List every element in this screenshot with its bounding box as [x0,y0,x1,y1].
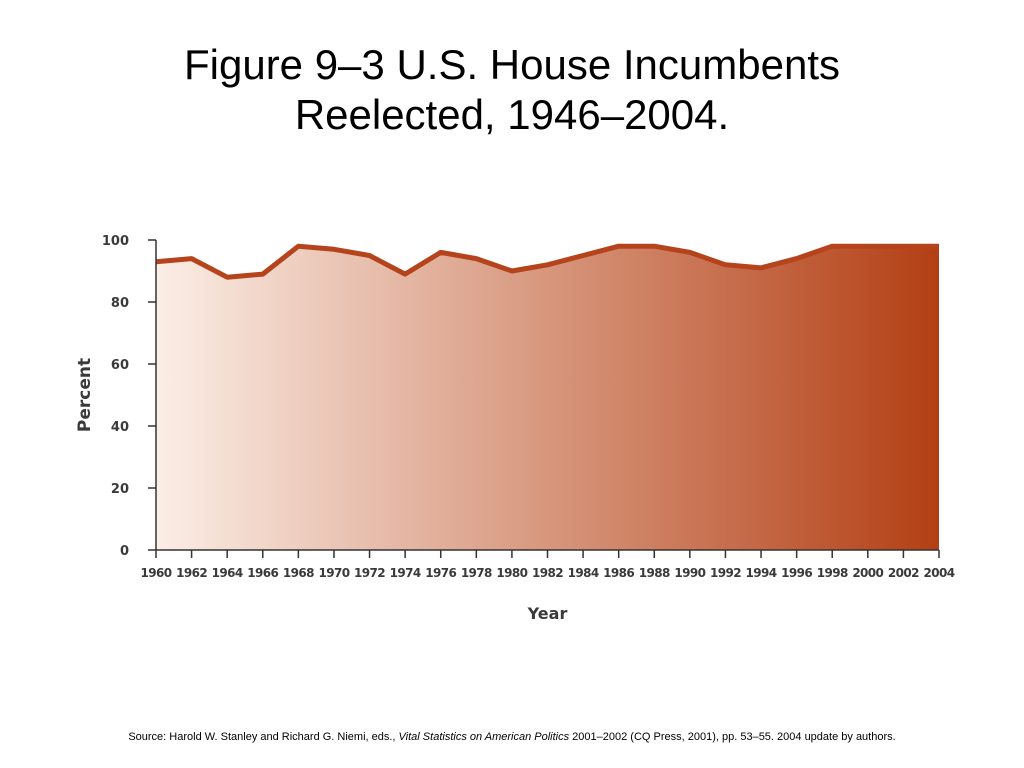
x-tick-label: 1960 [141,566,172,580]
area-chart: 0 20 40 60 80 100 1960 1962 1964 1966 1968 1970 197… [75,234,955,623]
x-tick-label: 2004 [924,566,955,580]
y-tick-label: 20 [111,482,129,497]
x-tick-label: 2002 [888,566,919,580]
y-axis-ticks: 0 20 40 60 80 100 [102,234,156,559]
source-book-title: Vital Statistics on American Politics [398,731,570,743]
slide-title: Figure 9–3 U.S. House Incumbents Reelect… [0,40,1024,140]
y-axis-label: Percent [75,358,95,432]
x-tick-label: 1974 [390,566,421,580]
x-tick-label: 1986 [603,566,634,580]
x-tick-label: 1992 [710,566,741,580]
x-tick-label: 1996 [781,566,812,580]
x-tick-label: 1972 [354,566,385,580]
x-tick-label: 1990 [674,566,705,580]
x-axis-label: Year [527,604,568,623]
x-tick-label: 1994 [746,566,777,580]
slide-title-line-2: Reelected, 1946–2004. [294,91,730,138]
x-tick-label: 1978 [461,566,492,580]
x-tick-label: 1964 [212,566,243,580]
x-tick-label: 1968 [283,566,314,580]
x-tick-label: 1998 [817,566,848,580]
y-tick-label: 100 [102,234,129,249]
x-tick-label: 1984 [568,566,599,580]
source-note: Source: Harold W. Stanley and Richard G.… [0,731,1024,743]
slide-title-line-1: Figure 9–3 U.S. House Incumbents [183,41,840,88]
source-prefix: Source: Harold W. Stanley and Richard G.… [128,731,399,743]
x-tick-label: 1970 [318,566,349,580]
x-tick-label: 2000 [852,566,883,580]
y-tick-label: 0 [120,544,129,559]
source-suffix: 2001–2002 (CQ Press, 2001), pp. 53–55. 2… [569,731,896,743]
x-tick-label: 1980 [496,566,527,580]
x-tick-label: 1988 [639,566,670,580]
series-line [155,243,939,280]
x-tick-label: 1976 [425,566,456,580]
area-fill [156,246,939,550]
x-tick-label: 1966 [247,566,278,580]
y-tick-label: 80 [111,296,129,311]
x-axis-ticks: 1960 1962 1964 1966 1968 1970 1972 1974 1976 1978… [141,550,955,580]
x-tick-label: 1982 [532,566,563,580]
y-tick-label: 40 [111,420,129,435]
x-tick-label: 1962 [176,566,207,580]
y-tick-label: 60 [111,358,129,373]
